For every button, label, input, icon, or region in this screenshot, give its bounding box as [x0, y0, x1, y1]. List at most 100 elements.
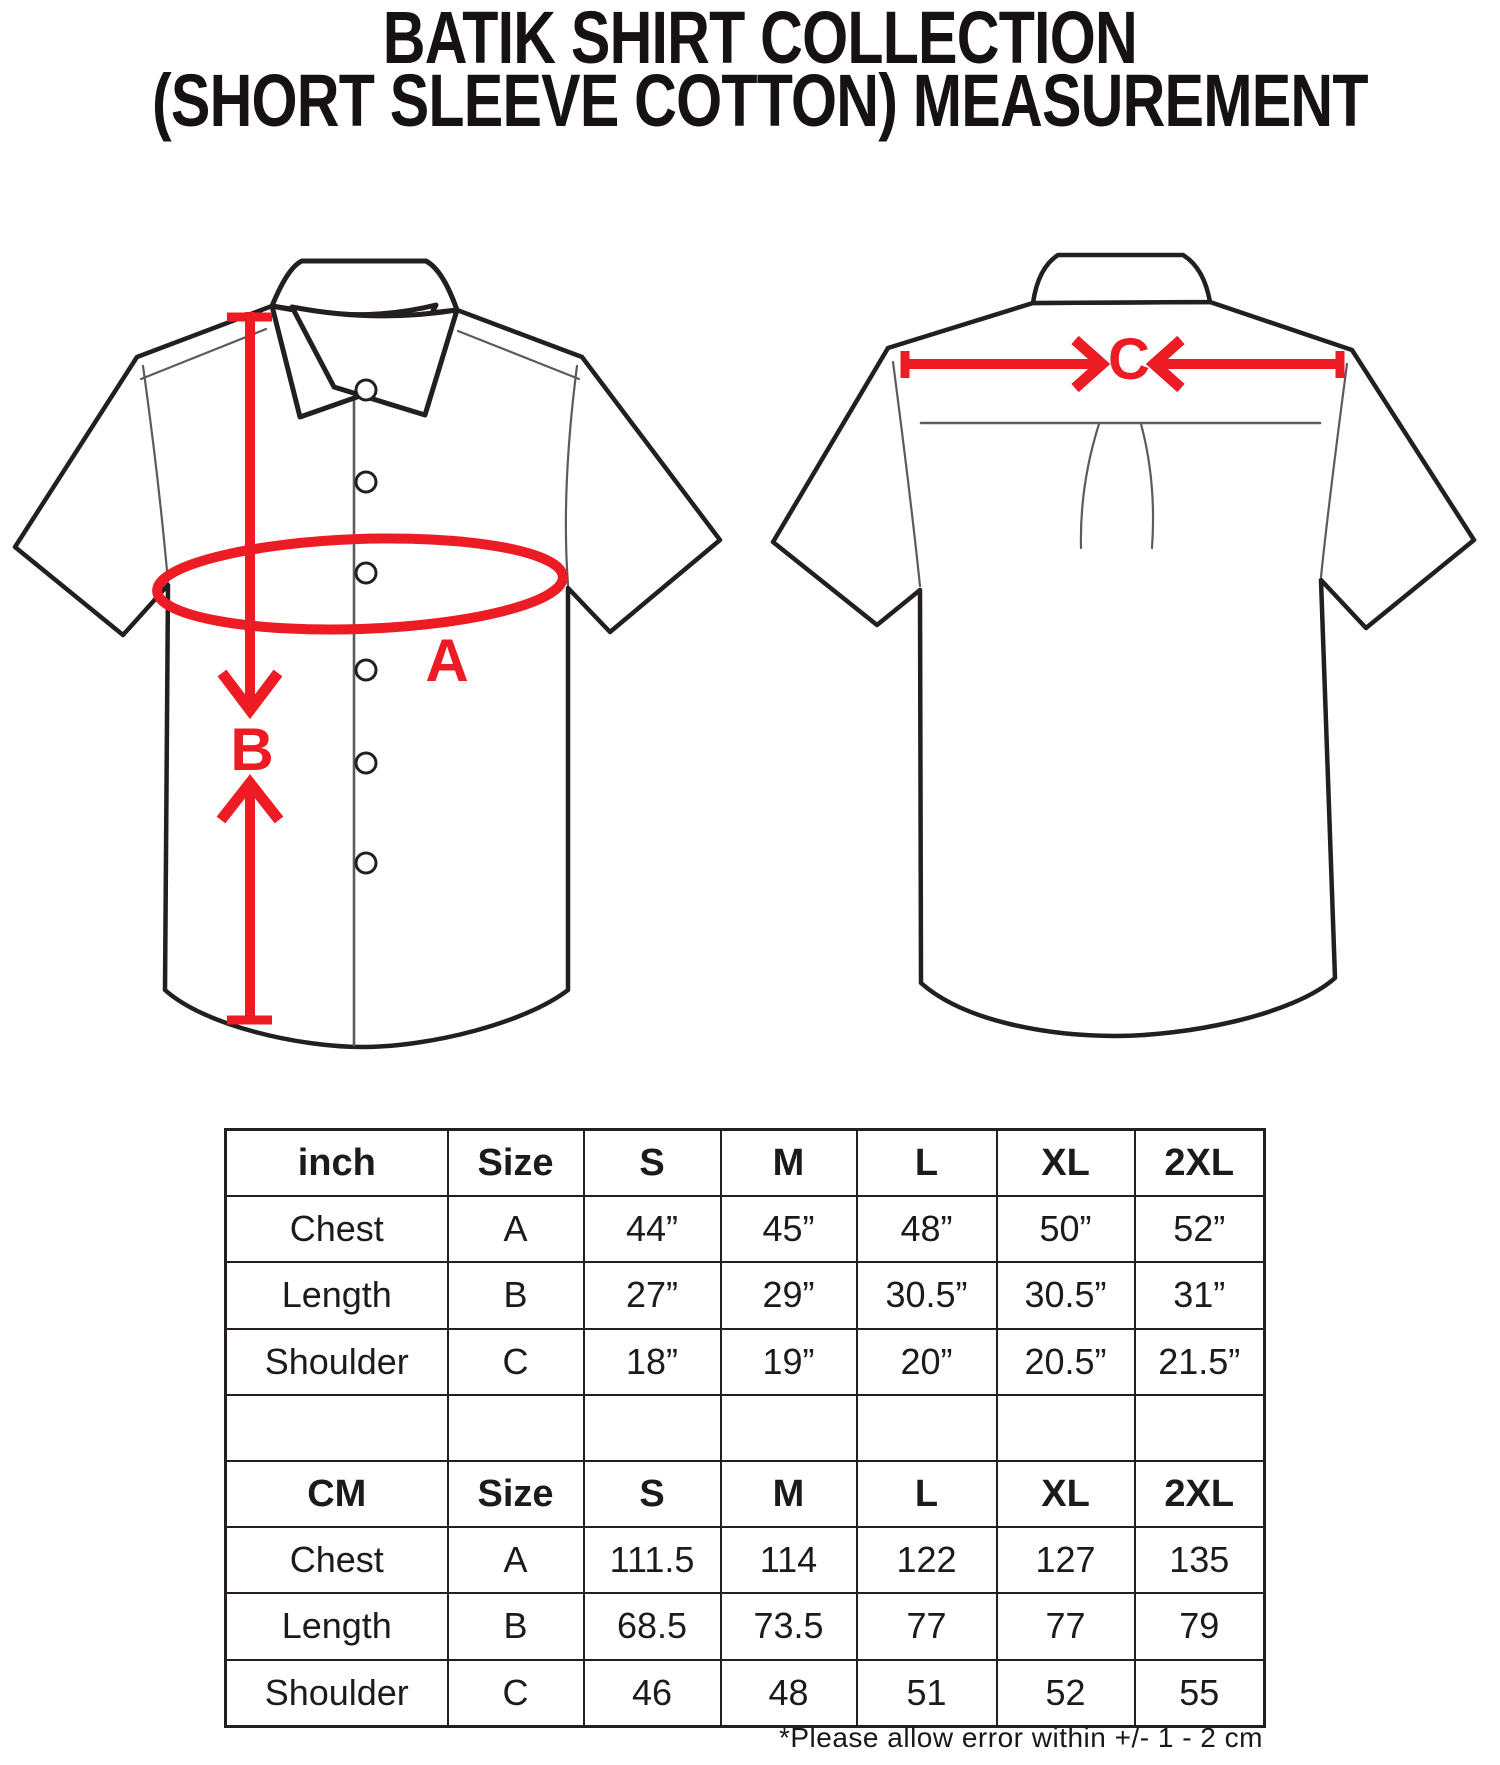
shirt-back-body: [770, 299, 1477, 1039]
front-left-armhole-seam: [141, 364, 170, 584]
back-pleat-right-line: [1139, 422, 1155, 550]
button: [354, 470, 378, 494]
button: [354, 751, 378, 775]
value-cell: 46: [582, 1658, 722, 1728]
table-row: Chest A 44” 45” 48” 50” 52”: [224, 1195, 1266, 1264]
measure-code-cell: B: [446, 1261, 585, 1330]
value-cell: 68.5: [582, 1592, 722, 1661]
back-collar: [1030, 252, 1213, 306]
value-cell: 19”: [719, 1327, 858, 1396]
value-cell: 114: [719, 1526, 858, 1595]
value-cell: 135: [1133, 1526, 1266, 1595]
unit-header-cell: inch: [224, 1128, 449, 1198]
measure-name-cell: Shoulder: [224, 1327, 449, 1396]
value-cell: 31”: [1133, 1261, 1266, 1330]
size-col-header: 2XL: [1133, 1128, 1266, 1198]
spacer-row: [224, 1393, 1266, 1462]
table-row: Length B 27” 29” 30.5” 30.5” 31”: [224, 1261, 1266, 1330]
value-cell: 111.5: [582, 1526, 722, 1595]
table-row: Length B 68.5 73.5 77 77 79: [224, 1592, 1266, 1661]
size-col-header: XL: [995, 1128, 1136, 1198]
size-header-cell: Size: [446, 1459, 585, 1529]
button: [354, 378, 378, 402]
measure-name-cell: Length: [224, 1261, 449, 1330]
empty-cell: [855, 1393, 998, 1462]
size-col-header: M: [719, 1128, 858, 1198]
front-collar-right-flap: [289, 304, 460, 418]
measure-name-cell: Chest: [224, 1195, 449, 1264]
button: [354, 658, 378, 682]
button: [354, 851, 378, 875]
size-chart-table: inch Size S M L XL 2XL Chest A 44” 45” 4…: [224, 1128, 1266, 1728]
value-cell: 122: [855, 1526, 998, 1595]
measure-code-cell: C: [446, 1327, 585, 1396]
length-label-b: B: [230, 716, 273, 783]
measure-code-cell: B: [446, 1592, 585, 1661]
back-pleat-left-line: [1079, 422, 1101, 550]
value-cell: 29”: [719, 1261, 858, 1330]
empty-cell: [719, 1393, 858, 1462]
measure-name-cell: Length: [224, 1592, 449, 1661]
shirt-back-diagram: [770, 252, 1477, 1039]
front-buttons: [354, 378, 378, 875]
back-measure-annotations: C: [900, 327, 1345, 393]
value-cell: 73.5: [719, 1592, 858, 1661]
measure-name-cell: Chest: [224, 1526, 449, 1595]
value-cell: 44”: [582, 1195, 722, 1264]
page-title-line1: BATIK SHIRT COLLECTION: [382, 0, 1138, 79]
value-cell: 52: [995, 1658, 1136, 1728]
empty-cell: [1133, 1393, 1266, 1462]
back-right-armhole-seam: [1319, 362, 1349, 579]
size-col-header: S: [582, 1459, 722, 1529]
page-title: BATIK SHIRT COLLECTION (SHORT SLEEVE COT…: [0, 0, 1390, 142]
size-col-header: L: [855, 1128, 998, 1198]
size-header-cell: Size: [446, 1128, 585, 1198]
arrow-down-icon: [217, 669, 283, 720]
button: [354, 561, 378, 585]
page-title-line2: (SHORT SLEEVE COTTON) MEASUREMENT: [151, 59, 1369, 142]
value-cell: 77: [995, 1592, 1136, 1661]
table-row: Shoulder C 18” 19” 20” 20.5” 21.5”: [224, 1327, 1266, 1396]
value-cell: 55: [1133, 1658, 1266, 1728]
measure-code-cell: C: [446, 1658, 585, 1728]
value-cell: 18”: [582, 1327, 722, 1396]
value-cell: 127: [995, 1526, 1136, 1595]
size-col-header: S: [582, 1128, 722, 1198]
value-cell: 45”: [719, 1195, 858, 1264]
shirt-front-diagram: [12, 258, 723, 1050]
cm-header-row: CM Size S M L XL 2XL: [224, 1459, 1266, 1529]
empty-cell: [224, 1393, 449, 1462]
value-cell: 50”: [995, 1195, 1136, 1264]
value-cell: 52”: [1133, 1195, 1266, 1264]
arrow-right-icon: [1071, 335, 1111, 393]
value-cell: 79: [1133, 1592, 1266, 1661]
measure-code-cell: A: [446, 1526, 585, 1595]
table-row: Chest A 111.5 114 122 127 135: [224, 1526, 1266, 1595]
value-cell: 20”: [855, 1327, 998, 1396]
value-cell: 48”: [855, 1195, 998, 1264]
value-cell: 30.5”: [995, 1261, 1136, 1330]
empty-cell: [995, 1393, 1136, 1462]
measure-name-cell: Shoulder: [224, 1658, 449, 1728]
inch-header-row: inch Size S M L XL 2XL: [224, 1128, 1266, 1198]
size-col-header: XL: [995, 1459, 1136, 1529]
chest-measure-ellipse: [152, 533, 568, 635]
size-col-header: 2XL: [1133, 1459, 1266, 1529]
value-cell: 20.5”: [995, 1327, 1136, 1396]
empty-cell: [446, 1393, 585, 1462]
value-cell: 48: [719, 1658, 858, 1728]
shoulder-label-c: C: [1108, 327, 1150, 392]
value-cell: 77: [855, 1592, 998, 1661]
arrow-up-icon: [216, 774, 284, 824]
tolerance-footnote: *Please allow error within +/- 1 - 2 cm: [778, 1722, 1263, 1753]
empty-cell: [582, 1393, 722, 1462]
front-measure-annotations: A B: [152, 312, 568, 1025]
value-cell: 27”: [582, 1261, 722, 1330]
value-cell: 30.5”: [855, 1261, 998, 1330]
size-col-header: M: [719, 1459, 858, 1529]
size-col-header: L: [855, 1459, 998, 1529]
table-row: Shoulder C 46 48 51 52 55: [224, 1658, 1266, 1728]
back-left-armhole-seam: [891, 360, 922, 588]
value-cell: 51: [855, 1658, 998, 1728]
front-right-armhole-seam: [564, 364, 579, 587]
